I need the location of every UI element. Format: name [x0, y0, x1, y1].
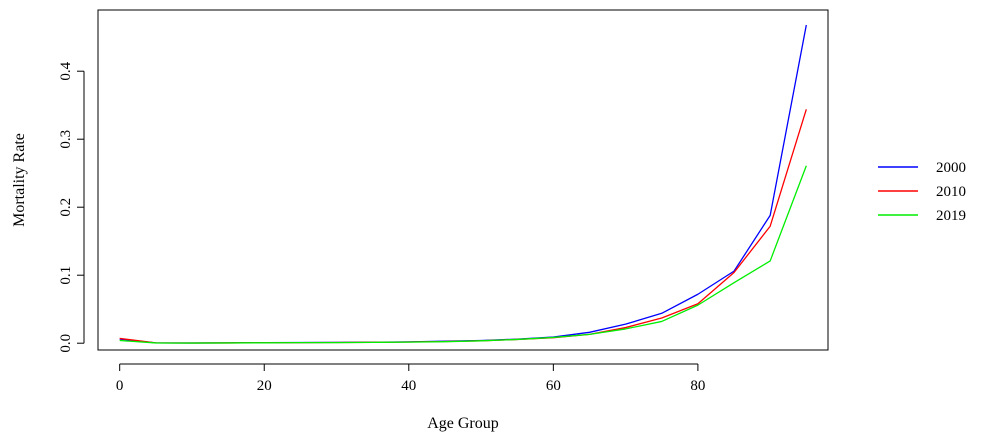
plot-frame: [97, 9, 829, 351]
y-tick-label: 0.2: [58, 198, 74, 217]
x-tick-label: 20: [257, 378, 272, 394]
x-tick-label: 60: [546, 378, 561, 394]
x-axis: 0 20 40 60 80: [116, 363, 705, 394]
series-line-2000: [119, 24, 807, 344]
y-tick-label: 0.3: [58, 130, 74, 149]
series-line-2019: [119, 165, 807, 344]
x-tick-label: 40: [401, 378, 416, 394]
series-line-2010: [119, 109, 807, 344]
y-axis: 0.0 0.1 0.2 0.3 0.4: [58, 61, 85, 353]
x-tick-label: 80: [690, 378, 705, 394]
x-tick-label: 0: [116, 378, 124, 394]
y-tick-label: 0.4: [58, 61, 74, 80]
legend-label-2000: 2000: [936, 160, 966, 176]
x-axis-title: Age Group: [427, 415, 499, 432]
y-tick-label: 0.0: [58, 334, 74, 353]
legend-label-2019: 2019: [936, 208, 966, 224]
y-tick-label: 0.1: [58, 266, 74, 285]
series-lines: [119, 24, 807, 344]
y-axis-title: Mortality Rate: [11, 133, 28, 227]
legend: 2000 2010 2019: [878, 160, 966, 224]
legend-label-2010: 2010: [936, 184, 966, 200]
